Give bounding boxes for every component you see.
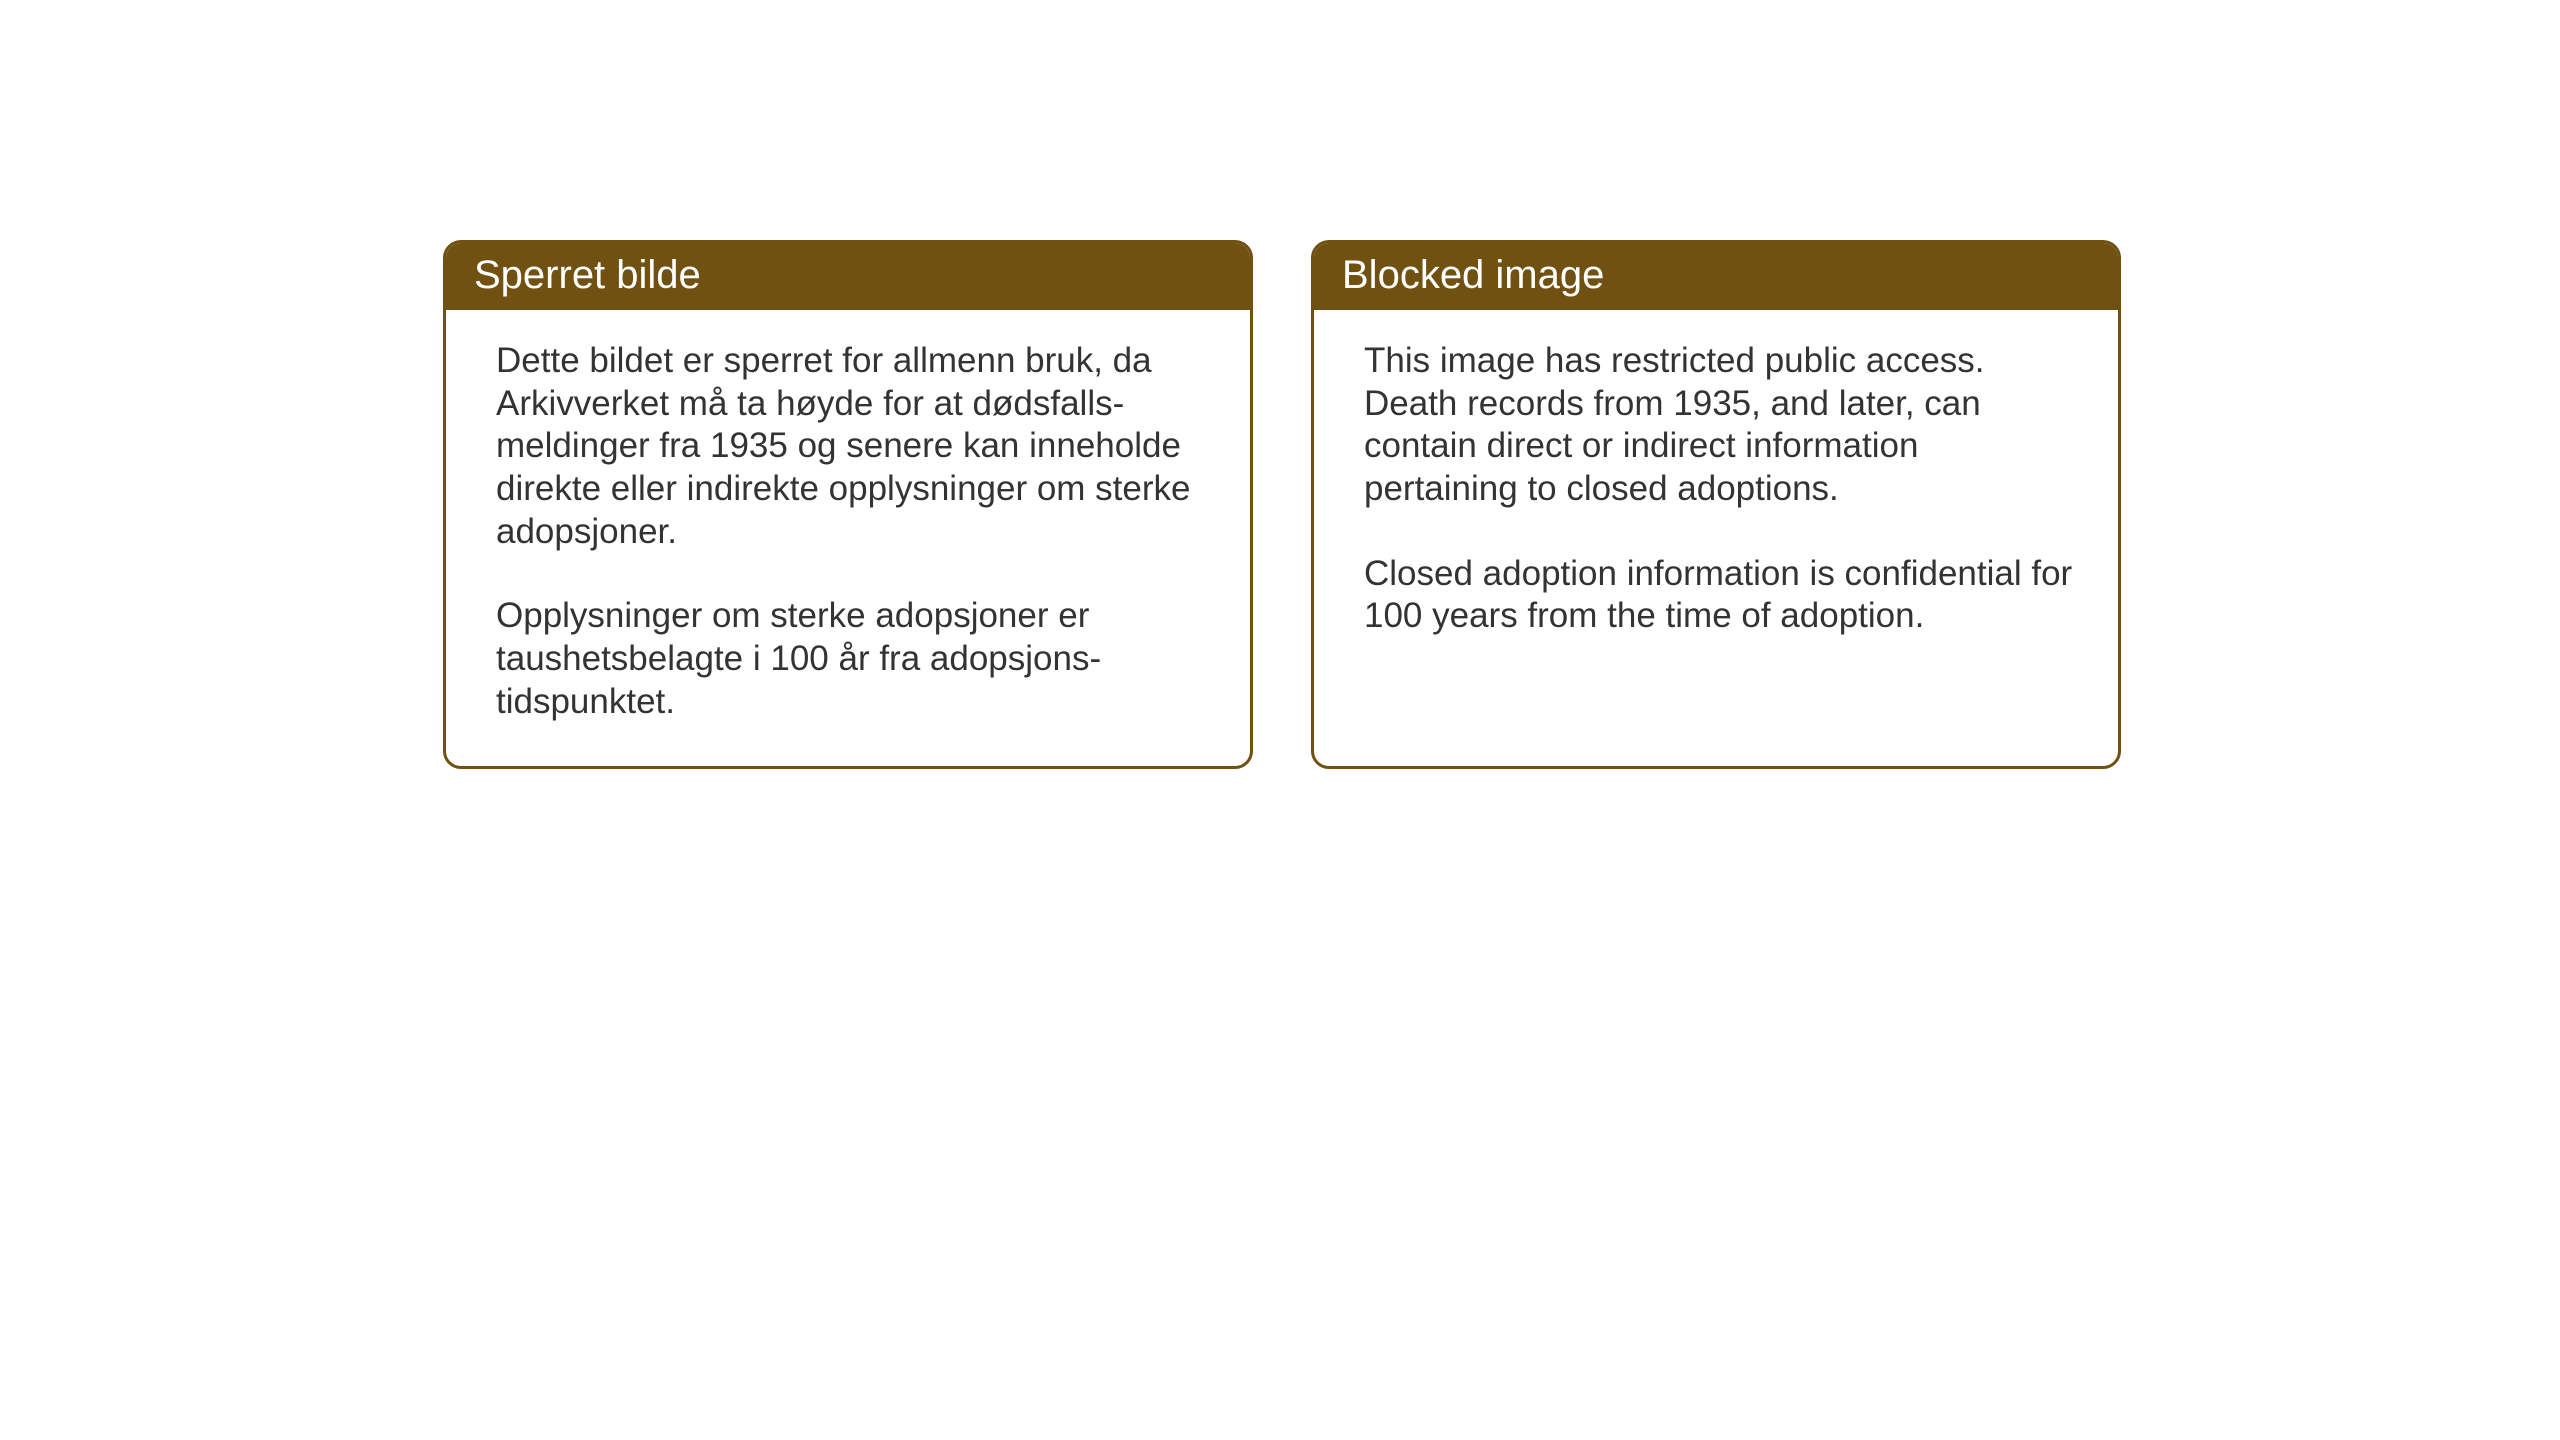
card-header-norwegian: Sperret bilde: [446, 243, 1250, 310]
notice-container: Sperret bilde Dette bildet er sperret fo…: [443, 240, 2121, 769]
card-body-norwegian: Dette bildet er sperret for allmenn bruk…: [446, 310, 1250, 766]
notice-card-norwegian: Sperret bilde Dette bildet er sperret fo…: [443, 240, 1253, 769]
card-header-english: Blocked image: [1314, 243, 2118, 310]
card-paragraph-2-norwegian: Opplysninger om sterke adopsjoner er tau…: [496, 595, 1210, 723]
card-paragraph-1-english: This image has restricted public access.…: [1364, 340, 2078, 511]
card-body-english: This image has restricted public access.…: [1314, 310, 2118, 680]
card-paragraph-1-norwegian: Dette bildet er sperret for allmenn bruk…: [496, 340, 1210, 553]
notice-card-english: Blocked image This image has restricted …: [1311, 240, 2121, 769]
card-title-norwegian: Sperret bilde: [474, 253, 701, 297]
card-title-english: Blocked image: [1342, 253, 1604, 297]
card-paragraph-2-english: Closed adoption information is confident…: [1364, 553, 2078, 638]
